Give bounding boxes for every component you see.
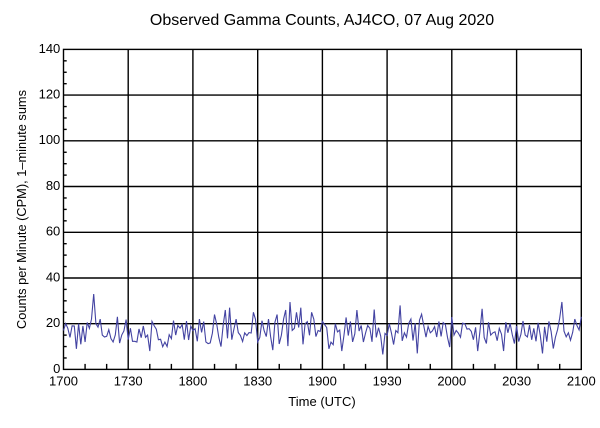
svg-text:1900: 1900 [308,374,337,389]
svg-text:40: 40 [46,269,60,284]
svg-text:Counts per Minute (CPM), 1–min: Counts per Minute (CPM), 1–minute sums [14,90,29,329]
svg-text:1700: 1700 [49,374,78,389]
svg-text:120: 120 [39,87,61,102]
svg-text:2000: 2000 [437,374,466,389]
svg-text:100: 100 [39,132,61,147]
svg-text:0: 0 [53,361,60,376]
svg-text:60: 60 [46,224,60,239]
svg-text:1800: 1800 [178,374,207,389]
svg-text:80: 80 [46,178,60,193]
svg-text:20: 20 [46,315,60,330]
svg-text:1930: 1930 [373,374,402,389]
svg-text:1830: 1830 [243,374,272,389]
svg-text:Observed Gamma Counts, AJ4CO,: Observed Gamma Counts, AJ4CO, 07 Aug 202… [150,12,494,29]
svg-text:1730: 1730 [114,374,143,389]
svg-text:2030: 2030 [502,374,531,389]
svg-text:Time (UTC): Time (UTC) [288,394,355,409]
svg-text:140: 140 [39,41,61,56]
svg-text:2100: 2100 [567,374,596,389]
